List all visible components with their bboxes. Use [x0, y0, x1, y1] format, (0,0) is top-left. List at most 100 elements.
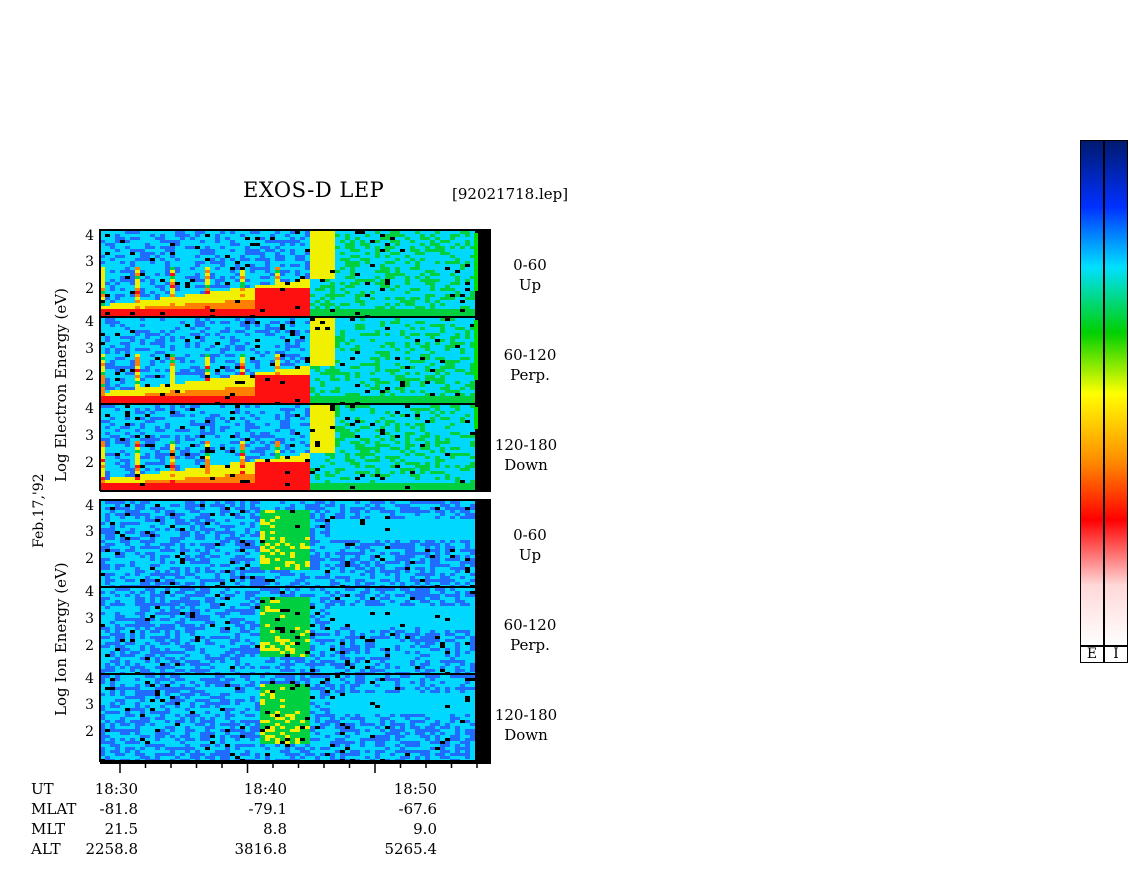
spectrogram-cell — [255, 309, 260, 312]
spectrogram-cell — [100, 414, 105, 417]
spectrogram-cell — [360, 357, 365, 360]
spectrogram-cell — [150, 264, 155, 267]
spectrogram-cell — [395, 318, 400, 321]
spectrogram-cell — [185, 333, 190, 336]
spectrogram-cell — [205, 312, 210, 315]
spectrogram-cell — [445, 393, 450, 396]
spectrogram-cell — [260, 288, 265, 291]
spectrogram-cell — [410, 249, 415, 252]
spectrogram-cell — [420, 396, 425, 399]
spectrogram-cell — [265, 294, 270, 297]
spectrogram-cell — [225, 339, 230, 342]
spectrogram-cell — [165, 300, 170, 303]
spectrogram-cell — [110, 423, 115, 426]
spectrogram-cell — [245, 381, 250, 384]
spectrogram-cell — [205, 378, 210, 381]
spectrogram-cell — [150, 471, 155, 474]
spectrogram-cell — [305, 387, 310, 390]
spectrogram-cell — [335, 255, 340, 258]
spectrogram-cell — [420, 366, 425, 369]
spectrogram-cell — [270, 369, 275, 372]
spectrogram-cell — [370, 357, 375, 360]
spectrogram-cell — [375, 258, 380, 261]
spectrogram-cell — [130, 432, 135, 435]
spectrogram-cell — [135, 333, 140, 336]
spectrogram-cell — [470, 399, 475, 402]
spectrogram-cell — [250, 285, 255, 288]
spectrogram-cell — [190, 474, 195, 477]
spectrogram-cell — [170, 399, 175, 402]
spectrogram-cell — [305, 330, 310, 333]
spectrogram-cell — [410, 381, 415, 384]
spectrogram-cell — [130, 447, 135, 450]
spectrogram-cell — [310, 312, 315, 315]
spectrogram-cell — [350, 309, 355, 312]
spectrogram-cell — [365, 372, 370, 375]
spectrogram-cell — [455, 327, 460, 330]
spectrogram-cell — [320, 363, 325, 366]
spectrogram-cell — [430, 351, 435, 354]
spectrogram-cell — [145, 441, 150, 444]
spectrogram-cell — [445, 369, 450, 372]
spectrogram-cell — [410, 345, 415, 348]
spectrogram-cell — [435, 231, 440, 234]
spectrogram-cell — [305, 333, 310, 336]
spectrogram-cell — [395, 306, 400, 309]
spectrogram-cell — [100, 351, 105, 354]
spectrogram-cell — [215, 231, 220, 234]
spectrogram-cell — [130, 321, 135, 324]
spectrogram-cell — [265, 231, 270, 234]
spectrogram-cell — [100, 417, 105, 420]
spectrogram-cell — [400, 309, 405, 312]
spectrogram-cell — [395, 378, 400, 381]
spectrogram-cell — [300, 360, 305, 363]
spectrogram-cell — [415, 264, 420, 267]
spectrogram-cell — [140, 354, 145, 357]
spectrogram-cell — [200, 471, 205, 474]
spectrogram-cell — [465, 294, 470, 297]
spectrogram-cell — [350, 264, 355, 267]
spectrogram-cell — [275, 312, 280, 315]
spectrogram-cell — [115, 390, 120, 393]
spectrogram-cell — [220, 234, 225, 237]
spectrogram-cell — [375, 333, 380, 336]
spectrogram-cell — [245, 255, 250, 258]
spectrogram-cell — [290, 312, 295, 315]
spectrogram-cell — [115, 468, 120, 471]
spectrogram-cell — [430, 297, 435, 300]
spectrogram-cell — [190, 267, 195, 270]
spectrogram-cell — [330, 333, 335, 336]
spectrogram-cell — [145, 288, 150, 291]
spectrogram-cell — [220, 339, 225, 342]
spectrogram-cell — [215, 387, 220, 390]
spectrogram-cell — [130, 381, 135, 384]
spectrogram-cell — [390, 369, 395, 372]
spectrogram-cell — [470, 279, 475, 282]
spectrogram-cell — [370, 258, 375, 261]
spectrogram-cell — [310, 318, 315, 321]
spectrogram-cell — [265, 288, 270, 291]
spectrogram-cell — [370, 255, 375, 258]
spectrogram-cell — [430, 318, 435, 321]
spectrogram-cell — [340, 261, 345, 264]
spectrogram-cell — [160, 354, 165, 357]
spectrogram-cell — [265, 375, 270, 378]
spectrogram-cell — [390, 372, 395, 375]
spectrogram-cell — [170, 279, 175, 282]
spectrogram-cell — [350, 333, 355, 336]
spectrogram-cell — [150, 459, 155, 462]
spectrogram-cell — [215, 240, 220, 243]
spectrogram-cell — [190, 258, 195, 261]
spectrogram-cell — [390, 303, 395, 306]
spectrogram-cell — [295, 276, 300, 279]
spectrogram-cell — [165, 429, 170, 432]
spectrogram-cell — [180, 486, 185, 489]
spectrogram-cell — [405, 333, 410, 336]
spectrogram-cell — [320, 336, 325, 339]
spectrogram-cell — [270, 393, 275, 396]
spectrogram-cell — [215, 348, 220, 351]
spectrogram-cell — [400, 381, 405, 384]
spectrogram-cell — [300, 372, 305, 375]
spectrogram-cell — [110, 342, 115, 345]
spectrogram-cell — [415, 321, 420, 324]
